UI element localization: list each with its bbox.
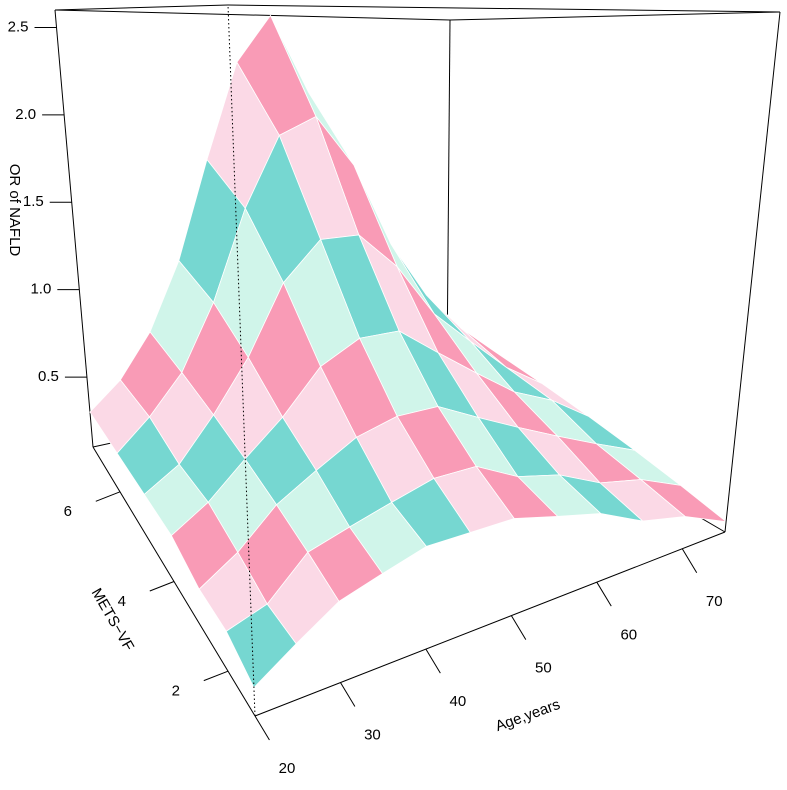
x-axis-label: Age,years <box>493 696 562 735</box>
y-tick <box>203 670 229 682</box>
x-tick-label: 70 <box>706 593 723 610</box>
x-tick-label: 50 <box>535 660 552 677</box>
surface-facet <box>225 603 297 689</box>
x-tick <box>254 715 270 741</box>
box-edge <box>724 11 781 533</box>
box-edge <box>54 9 451 21</box>
box-edge <box>449 11 781 21</box>
y-axis-label: METS−VF <box>88 585 138 654</box>
z-tick-label: 1.5 <box>23 193 44 210</box>
z-axis-label: OR of NAFLD <box>6 164 23 257</box>
box-edge <box>227 4 781 13</box>
z-tick-label: 1.0 <box>30 281 51 298</box>
z-tick-label: 2.0 <box>15 106 36 123</box>
x-tick <box>340 682 356 707</box>
x-tick-label: 20 <box>279 760 296 777</box>
box-edge <box>227 4 256 717</box>
box-edge <box>54 4 229 11</box>
x-tick-label: 60 <box>620 626 637 643</box>
x-tick-label: 30 <box>364 727 381 744</box>
z-tick-label: 0.5 <box>38 368 59 385</box>
x-tick <box>425 648 441 674</box>
box-edge <box>446 19 451 371</box>
x-tick <box>510 615 527 640</box>
y-tick-label: 2 <box>172 683 180 700</box>
y-tick-label: 6 <box>64 503 72 520</box>
y-tick <box>95 491 121 502</box>
y-tick <box>149 581 175 592</box>
x-tick <box>681 548 698 573</box>
x-tick <box>596 581 612 607</box>
y-tick-label: 4 <box>118 593 126 610</box>
x-tick-label: 40 <box>450 693 467 710</box>
box-edge <box>254 531 726 717</box>
z-tick-label: 2.5 <box>8 18 29 35</box>
box-edge <box>54 9 94 448</box>
